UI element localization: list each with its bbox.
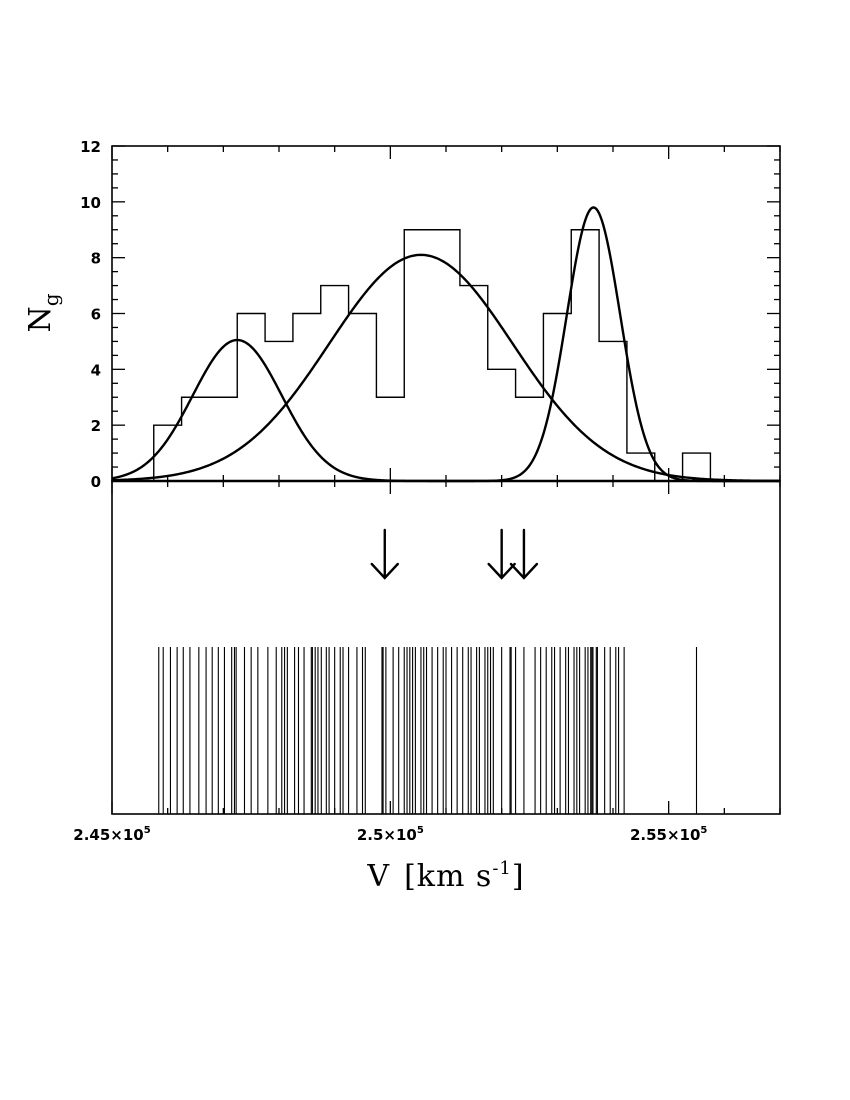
histogram-outline [153,229,712,482]
y-tick-label: 10 [80,194,101,212]
x-axis-title-main: V [366,859,390,894]
x-axis-title: V [km s-1] [366,858,524,894]
arrow-markers [370,528,539,580]
y-axis-ticks [112,145,780,482]
y-tick-label: 6 [91,306,101,324]
x-axis-title-close: ] [512,859,525,894]
x-tick-label: 2.45×105 [73,825,150,844]
x-axis-title-units: [km s [404,859,492,894]
svg-text:Ng: Ng [23,293,63,332]
x-tick-label: 2.5×105 [357,825,424,844]
y-tick-labels: 0 2 4 6 8 10 12 [80,138,101,491]
gaussian-curve-3 [112,206,780,483]
x-axis-title-exponent: -1 [492,858,512,879]
x-tick-label: 2.55×105 [630,825,707,844]
y-tick-label: 8 [91,250,101,268]
x-tick-labels: 2.45×105 2.5×105 2.55×105 [73,825,707,844]
y-tick-label: 2 [91,417,101,435]
y-tick-label: 12 [80,138,101,156]
y-axis-title-main: N [23,306,58,332]
velocity-stripes [158,647,698,814]
y-axis-title-sub: g [39,293,63,306]
arrow-marker [509,528,539,580]
arrow-marker [370,528,399,580]
arrow-marker [487,528,516,580]
gaussian-fits [111,206,781,483]
y-tick-label: 4 [91,361,101,379]
y-axis-title: Ng [23,293,63,332]
histogram-layer [153,229,712,482]
y-tick-label: 0 [91,473,101,491]
